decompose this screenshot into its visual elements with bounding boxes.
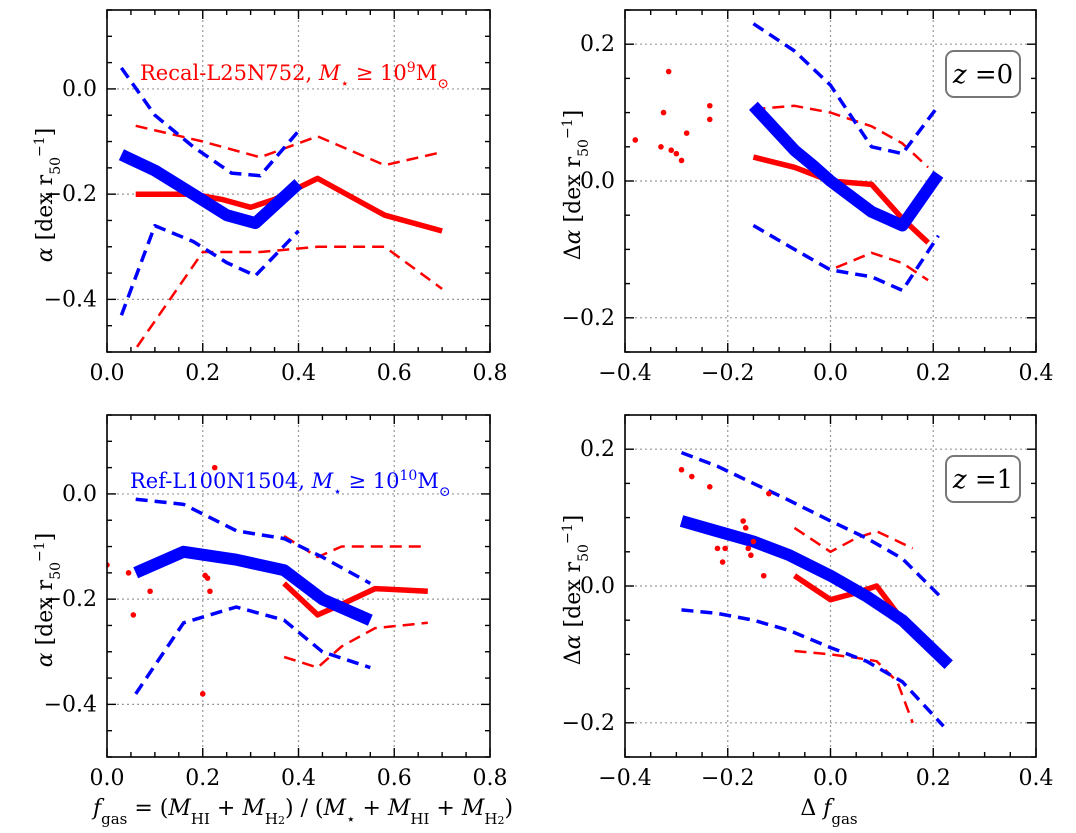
annotation-ref: Ref-L100N1504, M⋆ ≥ 1010M⊙ — [130, 468, 451, 500]
xtick-label: 0.4 — [281, 361, 316, 386]
panel-top-left: 0.0 0.2 0.4 0.6 0.8 −0.4 −0.2 0.0 — [44, 9, 508, 386]
scatter-point — [658, 144, 664, 150]
scatter-point — [673, 150, 680, 157]
series-ref-median — [679, 515, 953, 670]
series-ref-median — [133, 545, 373, 626]
scatter-point — [706, 102, 713, 109]
series-ref-median — [748, 101, 944, 232]
xtick-label: 0.6 — [377, 766, 412, 791]
scatter-point — [125, 570, 132, 576]
ytick-label: −0.4 — [44, 287, 97, 312]
scatter-point — [204, 575, 211, 581]
scatter-point — [199, 691, 206, 697]
xtick-label: 0.0 — [813, 766, 848, 791]
ytick-label: −0.2 — [562, 306, 615, 331]
ytick-label: −0.2 — [562, 711, 615, 736]
svg-text:z =0: z =0 — [952, 60, 1013, 90]
scatter-point — [766, 490, 772, 497]
series-ref-lower — [681, 608, 945, 728]
scatter-point — [742, 525, 749, 531]
series-ref-upper — [119, 66, 300, 178]
xtick-label: −0.4 — [598, 361, 651, 386]
ytick-label: 0.0 — [62, 77, 97, 102]
ytick-label: 0.0 — [62, 482, 97, 507]
scatter-point — [714, 545, 721, 552]
scatter-point — [665, 68, 672, 75]
xtick-label: 0.2 — [185, 766, 220, 791]
plot-area — [118, 66, 443, 352]
series-ref-upper — [135, 497, 372, 585]
xtick-label: 0.2 — [185, 361, 220, 386]
scatter-point — [722, 545, 728, 552]
series-ref-lower — [752, 223, 940, 293]
panel-bottom-right: −0.4 −0.2 0.0 0.2 0.4 −0.2 0.0 0.2 — [562, 414, 1054, 791]
scatter-point — [760, 572, 767, 579]
scatter-point — [660, 109, 667, 116]
plot-area — [107, 464, 428, 697]
ytick-label: −0.2 — [44, 587, 97, 612]
panel-top-right: −0.4 −0.2 0.0 0.2 0.4 −0.2 0.0 0.2 — [562, 9, 1054, 386]
xtick-label: −0.4 — [598, 766, 651, 791]
scatter-point — [688, 473, 695, 480]
scatter-point — [719, 559, 726, 565]
series-recal-lower — [283, 621, 428, 669]
plot-area — [632, 22, 944, 293]
series-ref-lower — [119, 223, 300, 316]
xtick-label: 0.2 — [916, 766, 951, 791]
series-recal-upper — [283, 534, 428, 559]
xtick-label: 0.8 — [473, 361, 508, 386]
scatter-point — [748, 552, 754, 559]
xtick-label: 0.0 — [813, 361, 848, 386]
xtick-label: 0.4 — [281, 766, 316, 791]
plot-area — [678, 450, 953, 728]
scatter-point — [740, 518, 746, 524]
scatter-point — [745, 545, 752, 552]
xtick-label: 0.4 — [1019, 361, 1054, 386]
series-recal-lower — [131, 245, 443, 352]
xtick-label: 0.6 — [377, 361, 412, 386]
ytick-label: −0.2 — [44, 182, 97, 207]
xtick-label: 0.4 — [1019, 766, 1054, 791]
scatter-point — [207, 588, 213, 595]
series-ref-upper — [752, 22, 940, 156]
xtick-label: 0.0 — [90, 766, 125, 791]
annotation-recal: Recal-L25N752, M⋆ ≥ 109M⊙ — [140, 60, 449, 92]
xlabel-right: Δ fgas — [800, 796, 857, 828]
ytick-label: 0.2 — [580, 437, 615, 462]
zbox-top: z =0 — [945, 50, 1021, 98]
scatter-point — [706, 116, 713, 123]
series-ref-lower — [134, 605, 371, 695]
scatter-point — [750, 538, 757, 545]
ytick-label: 0.0 — [580, 169, 615, 194]
series-recal-upper — [135, 124, 443, 167]
xtick-label: −0.2 — [701, 361, 754, 386]
xtick-label: 0.8 — [473, 766, 508, 791]
xtick-label: 0.0 — [90, 361, 125, 386]
ytick-label: 0.0 — [580, 574, 615, 599]
scatter-point — [632, 137, 639, 143]
series-ref-median — [118, 149, 303, 230]
xtick-label: −0.2 — [701, 766, 754, 791]
scatter-point — [211, 464, 218, 471]
scatter-point — [147, 588, 153, 595]
scatter-point — [678, 466, 685, 473]
xtick-label: 0.2 — [916, 361, 951, 386]
panel-bottom-left: 0.0 0.2 0.4 0.6 0.8 −0.4 −0.2 0.0 — [44, 414, 508, 791]
ytick-label: −0.4 — [44, 692, 97, 717]
series-recal-upper — [793, 526, 914, 554]
ytick-label: 0.2 — [580, 32, 615, 57]
svg-text:z =1: z =1 — [952, 465, 1013, 495]
scatter-point — [678, 157, 685, 164]
panels: 0.0 0.2 0.4 0.6 0.8 −0.4 −0.2 0.0 −0.4 −0.2 0.0 0.2… — [44, 9, 1054, 791]
scatter-point — [130, 612, 137, 618]
series-ref-upper — [680, 450, 945, 601]
series-recal-lower — [794, 649, 914, 724]
scatter-point — [706, 484, 713, 490]
xlabel-left: fgas = (MHI + MH2) / (M⋆ + MHI + MH2) — [91, 796, 513, 828]
scatter-point — [683, 130, 690, 136]
zbox-bottom: z =1 — [945, 455, 1021, 503]
scatter-point — [668, 147, 675, 154]
